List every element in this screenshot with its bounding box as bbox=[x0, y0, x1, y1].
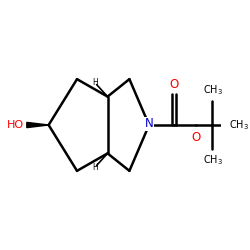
Polygon shape bbox=[27, 122, 49, 128]
Text: O: O bbox=[170, 78, 179, 90]
Text: H: H bbox=[92, 163, 98, 172]
Text: N: N bbox=[145, 118, 154, 130]
Text: H: H bbox=[92, 78, 98, 87]
Text: O: O bbox=[191, 131, 200, 144]
Text: CH$_3$: CH$_3$ bbox=[229, 118, 249, 132]
Text: CH$_3$: CH$_3$ bbox=[204, 153, 224, 167]
Text: N: N bbox=[145, 118, 154, 130]
Text: HO: HO bbox=[6, 120, 24, 130]
Text: CH$_3$: CH$_3$ bbox=[204, 83, 224, 97]
